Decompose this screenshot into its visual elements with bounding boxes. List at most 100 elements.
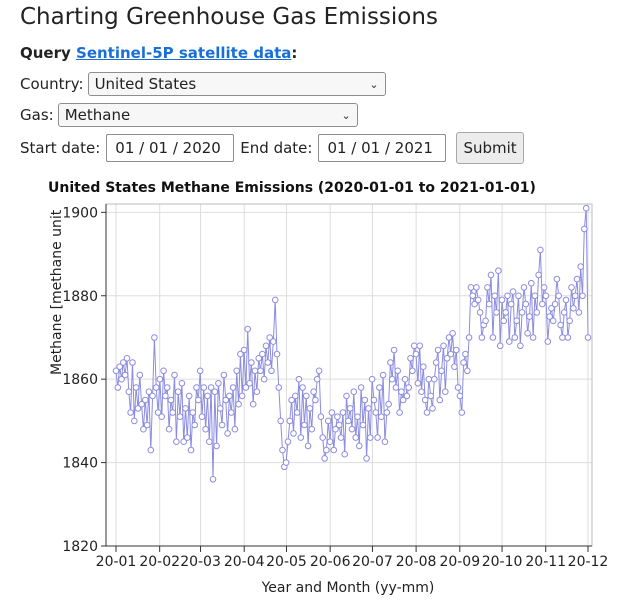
data-point <box>528 279 535 287</box>
data-point <box>348 425 356 433</box>
data-point <box>359 421 367 429</box>
date-row: Start date: 01 / 01 / 2020 End date: 01 … <box>20 132 524 164</box>
data-point <box>575 309 583 316</box>
data-point <box>509 288 517 295</box>
data-point <box>235 400 242 408</box>
data-point <box>418 388 425 395</box>
data-point <box>147 446 155 454</box>
data-point <box>548 305 555 312</box>
data-point <box>456 392 464 400</box>
data-point <box>458 409 466 416</box>
data-point <box>266 334 274 341</box>
data-point <box>398 388 405 395</box>
data-point <box>434 346 442 354</box>
data-point <box>321 455 328 462</box>
data-point <box>560 309 568 316</box>
gas-select-value: Methane <box>64 106 131 124</box>
data-point <box>378 413 385 420</box>
data-point <box>174 388 182 395</box>
end-date-input[interactable]: 01 / 01 / 2021 <box>318 134 447 162</box>
end-date-label: End date: <box>240 139 313 157</box>
data-point <box>407 355 414 362</box>
data-point <box>557 321 564 329</box>
data-point <box>292 392 299 400</box>
data-point <box>200 384 208 391</box>
data-point <box>273 350 281 358</box>
data-point <box>189 409 197 416</box>
data-point <box>379 371 387 379</box>
data-point <box>182 405 189 412</box>
data-point <box>577 263 585 270</box>
data-point <box>365 405 372 412</box>
data-point <box>244 325 251 333</box>
data-point <box>539 300 546 308</box>
data-point <box>257 367 264 375</box>
data-point <box>473 284 480 291</box>
data-point <box>162 392 169 400</box>
data-point <box>202 425 209 433</box>
data-point <box>425 375 433 383</box>
data-point <box>496 342 504 350</box>
start-date-input[interactable]: 01 / 01 / 2020 <box>106 134 235 162</box>
x-tick-label: 20-04 <box>224 554 265 570</box>
data-point <box>451 363 458 370</box>
data-point <box>546 313 553 320</box>
data-point <box>573 275 581 283</box>
data-point <box>167 396 175 404</box>
data-point <box>531 292 539 300</box>
data-point <box>160 367 167 375</box>
data-point <box>421 396 429 404</box>
data-point <box>173 438 180 446</box>
data-point <box>151 334 158 341</box>
data-point <box>581 225 588 233</box>
data-point <box>438 367 445 375</box>
data-point <box>517 342 524 350</box>
country-row: Country: United States ⌄ <box>20 72 386 96</box>
data-point <box>121 371 129 379</box>
data-point <box>313 375 321 383</box>
data-point <box>140 425 147 433</box>
data-point <box>120 359 127 366</box>
sentinel-link[interactable]: Sentinel-5P satellite data <box>76 44 292 62</box>
country-select[interactable]: United States ⌄ <box>87 72 386 96</box>
data-point <box>551 300 559 308</box>
data-point <box>566 317 574 325</box>
x-tick-label: 20-01 <box>96 554 137 570</box>
data-point <box>540 284 548 291</box>
data-point <box>526 313 533 320</box>
plot-border <box>105 203 593 547</box>
data-point <box>149 392 156 400</box>
data-point <box>372 409 380 416</box>
data-point <box>163 384 171 391</box>
data-point <box>259 350 266 358</box>
data-point <box>405 384 413 391</box>
data-point <box>484 284 491 291</box>
data-point <box>436 396 444 404</box>
data-point <box>206 438 213 446</box>
data-point <box>204 392 211 400</box>
methane-chart: United States Methane Emissions (2020-01… <box>48 180 608 596</box>
data-point <box>319 434 327 441</box>
data-point <box>500 317 508 325</box>
data-point <box>229 384 237 391</box>
data-point <box>440 342 447 350</box>
data-point <box>334 413 341 420</box>
data-point <box>396 409 403 416</box>
data-point <box>414 380 422 387</box>
data-point <box>374 434 381 441</box>
chart-grid <box>106 204 592 547</box>
data-point <box>412 350 420 358</box>
data-point <box>248 359 255 366</box>
data-point <box>385 400 392 408</box>
data-point <box>191 421 198 429</box>
data-point <box>277 417 285 425</box>
data-point <box>196 367 204 375</box>
data-point <box>443 355 451 362</box>
data-point <box>143 421 151 429</box>
data-point <box>171 371 178 379</box>
data-point <box>368 375 376 383</box>
gas-select[interactable]: Methane ⌄ <box>57 103 358 127</box>
data-point <box>584 334 592 341</box>
submit-button[interactable]: Submit <box>456 132 524 164</box>
data-point <box>228 409 235 416</box>
